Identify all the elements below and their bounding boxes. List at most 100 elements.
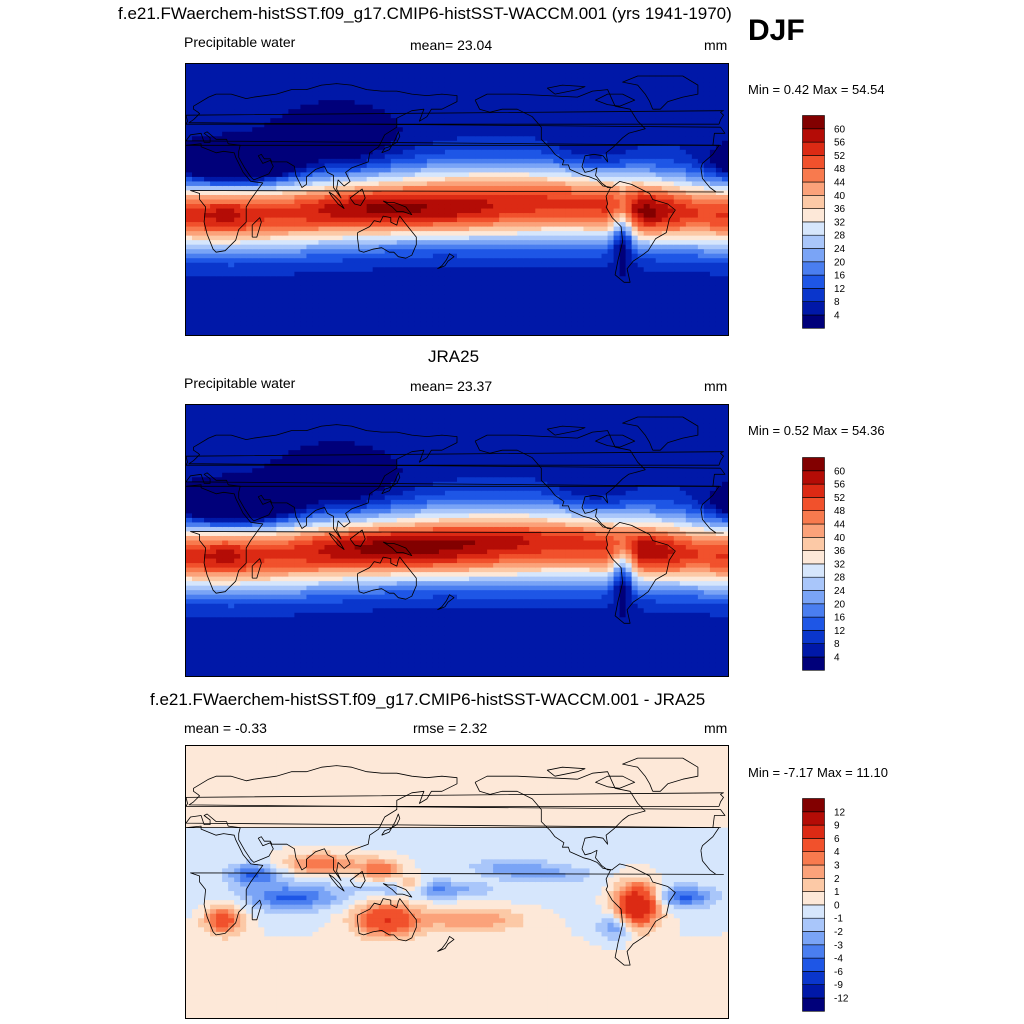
field-cell [463,82,470,88]
field-cell [288,82,295,88]
field-cell [463,204,470,210]
field-cell [583,208,591,214]
field-cell [487,213,494,219]
field-cell [222,222,229,228]
field-cell [408,95,416,101]
field-cell [481,213,488,219]
field-cell [487,181,494,187]
field-cell [300,222,308,228]
field-cell [505,127,512,133]
field-cell [637,271,645,277]
field-cell [378,222,386,228]
field-cell [577,77,585,83]
field-cell [601,226,609,232]
field-cell [210,280,217,286]
field-cell [673,262,681,268]
field-cell [565,104,573,110]
field-cell [240,73,247,79]
field-cell [487,280,494,286]
field-cell [661,316,669,323]
field-cell [192,271,199,277]
field-cell [637,181,645,187]
field-cell [252,127,259,133]
field-cell [559,213,566,219]
field-cell [258,136,265,142]
field-cell [625,113,633,119]
field-cell [493,109,500,115]
field-cell [228,163,235,169]
field-cell [270,172,277,178]
field-cell [469,194,476,201]
field-cell [679,95,687,101]
field-cell [342,185,350,192]
field-cell [294,95,302,101]
field-cell [270,303,277,309]
field-cell [204,172,211,178]
field-cell [288,231,295,237]
field-cell [577,64,585,70]
field-cell [661,131,669,137]
field-cell [619,262,627,268]
field-cell [463,109,470,115]
field-cell [631,217,639,223]
field-cell [457,158,464,164]
field-cell [469,176,476,183]
field-cell [312,280,320,286]
field-cell [282,285,289,291]
field-cell [396,312,404,318]
field-cell [589,163,597,169]
field-cell [444,276,452,282]
field-cell [619,172,627,178]
field-cell [487,176,494,183]
field-cell [390,68,398,74]
field-cell [234,321,241,327]
field-cell [595,140,603,146]
field-cell [438,204,446,210]
field-cell [679,312,687,318]
field-cell [270,298,277,304]
field-cell [348,118,356,124]
field-cell [396,136,404,142]
field-cell [559,271,566,277]
field-cell [396,118,404,124]
field-cell [306,285,314,291]
field-cell [210,91,217,97]
field-cell [294,100,302,106]
field-cell [312,100,320,106]
field-cell [426,208,434,214]
field-cell [475,325,482,332]
field-cell [276,258,283,264]
field-cell [300,149,308,155]
field-cell [312,208,320,214]
field-cell [318,330,326,335]
field-cell [553,222,560,228]
field-cell [469,213,476,219]
field-cell [324,136,332,142]
field-cell [318,163,326,169]
field-cell [529,127,536,133]
field-cell [607,190,615,196]
field-cell [228,240,235,246]
field-cell [475,312,482,318]
field-cell [396,149,404,155]
field-cell [276,64,283,70]
field-cell [505,86,512,92]
field-cell [583,249,591,255]
field-cell [643,226,651,232]
field-cell [571,325,579,332]
field-cell [360,131,368,137]
field-cell [300,231,308,237]
field-cell [655,325,663,332]
field-cell [541,312,548,318]
field-cell [499,77,506,83]
field-cell [336,154,344,160]
field-cell [625,158,633,164]
field-cell [432,298,440,304]
field-cell [438,312,446,318]
field-cell [216,303,223,309]
field-cell [444,104,452,110]
field-cell [384,298,392,304]
field-cell [601,77,609,83]
field-cell [216,231,223,237]
field-cell [637,77,645,83]
